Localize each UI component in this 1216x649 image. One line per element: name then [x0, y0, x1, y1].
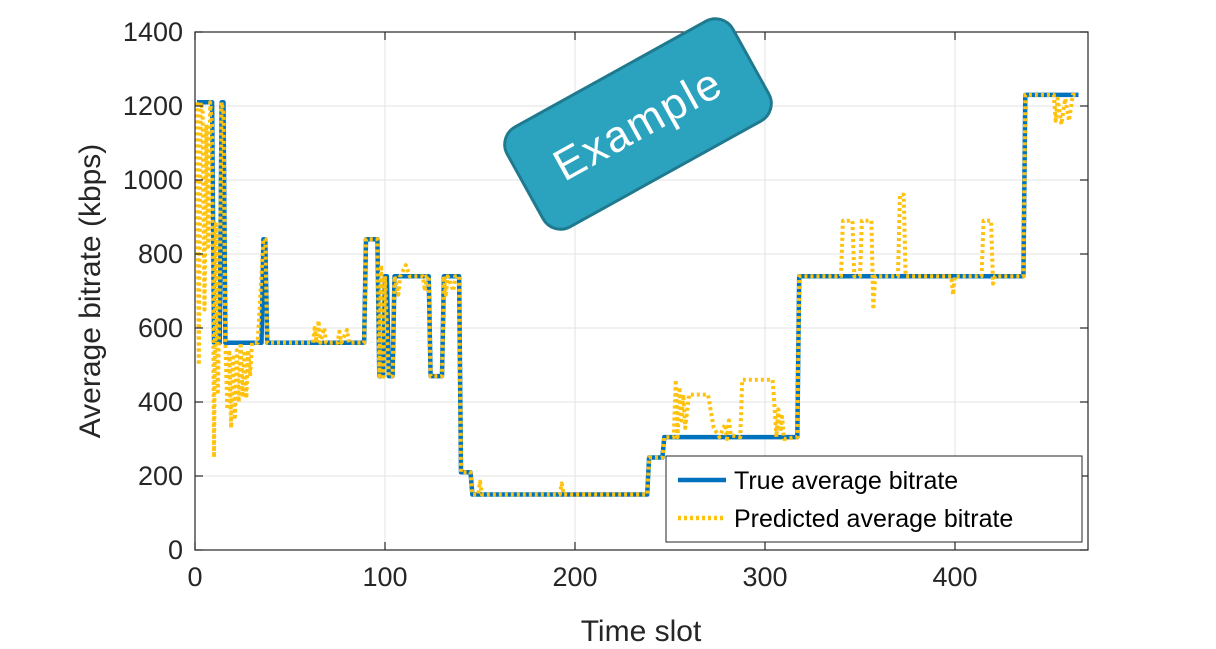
y-tick-label: 600	[138, 313, 183, 343]
y-axis-label: Average bitrate (kbps)	[74, 144, 107, 439]
y-tick-label: 1200	[123, 91, 183, 121]
ticks-layer: 0 100 200 300 400 0 200 400 600 800 1000 1200 1400	[123, 17, 1088, 592]
x-tick-label: 300	[742, 562, 787, 592]
y-tick-label: 0	[168, 535, 183, 565]
axes-frame	[194, 31, 1089, 551]
legend-label-predicted: Predicted average bitrate	[734, 505, 1013, 533]
series-line-true-average-bitrate	[196, 92, 1079, 497]
y-tick-label: 1400	[123, 17, 183, 47]
example-badge-shape	[503, 17, 773, 231]
x-tick-label: 100	[362, 562, 407, 592]
x-tick-label: 200	[552, 562, 597, 592]
y-tick-label: 400	[138, 387, 183, 417]
series-layer	[194, 92, 1079, 497]
y-tick-label: 200	[138, 461, 183, 491]
x-tick-label: 0	[187, 562, 202, 592]
y-tick-label: 1000	[123, 165, 183, 195]
x-tick-label: 400	[932, 562, 977, 592]
legend: True average bitrate Predicted average b…	[665, 455, 1083, 543]
legend-label-true: True average bitrate	[734, 467, 958, 495]
series-line-predicted-average-bitrate	[194, 92, 1079, 497]
y-tick-label: 800	[138, 239, 183, 269]
x-axis-label: Time slot	[581, 615, 702, 648]
legend-box	[665, 455, 1083, 543]
